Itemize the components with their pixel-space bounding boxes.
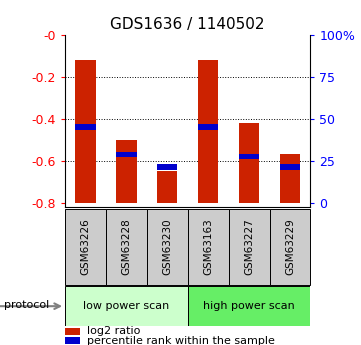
Bar bbox=[157, 165, 178, 170]
Text: percentile rank within the sample: percentile rank within the sample bbox=[87, 336, 275, 345]
Bar bbox=[229, 209, 270, 285]
Bar bbox=[147, 209, 188, 285]
Text: low power scan: low power scan bbox=[83, 301, 169, 311]
Bar bbox=[198, 125, 218, 130]
Bar bbox=[65, 328, 80, 335]
Bar bbox=[270, 209, 310, 285]
Text: GSM63229: GSM63229 bbox=[285, 218, 295, 275]
Text: GSM63163: GSM63163 bbox=[203, 218, 213, 275]
Text: GSM63227: GSM63227 bbox=[244, 218, 254, 275]
Text: GSM63230: GSM63230 bbox=[162, 218, 172, 275]
Bar bbox=[239, 154, 259, 159]
Bar bbox=[65, 337, 80, 344]
Text: high power scan: high power scan bbox=[203, 301, 295, 311]
Bar bbox=[157, 171, 178, 203]
Bar bbox=[65, 286, 188, 326]
Bar bbox=[116, 140, 136, 203]
Bar bbox=[188, 209, 229, 285]
Bar bbox=[280, 155, 300, 203]
Bar bbox=[198, 60, 218, 203]
Bar bbox=[188, 286, 310, 326]
Text: GSM63228: GSM63228 bbox=[121, 218, 131, 275]
Text: GSM63226: GSM63226 bbox=[81, 218, 91, 275]
Bar bbox=[75, 125, 96, 130]
Bar bbox=[106, 209, 147, 285]
Title: GDS1636 / 1140502: GDS1636 / 1140502 bbox=[110, 17, 265, 32]
Text: log2 ratio: log2 ratio bbox=[87, 326, 140, 336]
Bar bbox=[65, 209, 106, 285]
Bar bbox=[116, 152, 136, 157]
Bar bbox=[75, 60, 96, 203]
Text: protocol: protocol bbox=[4, 300, 49, 310]
Bar bbox=[239, 123, 259, 203]
Bar bbox=[280, 165, 300, 170]
